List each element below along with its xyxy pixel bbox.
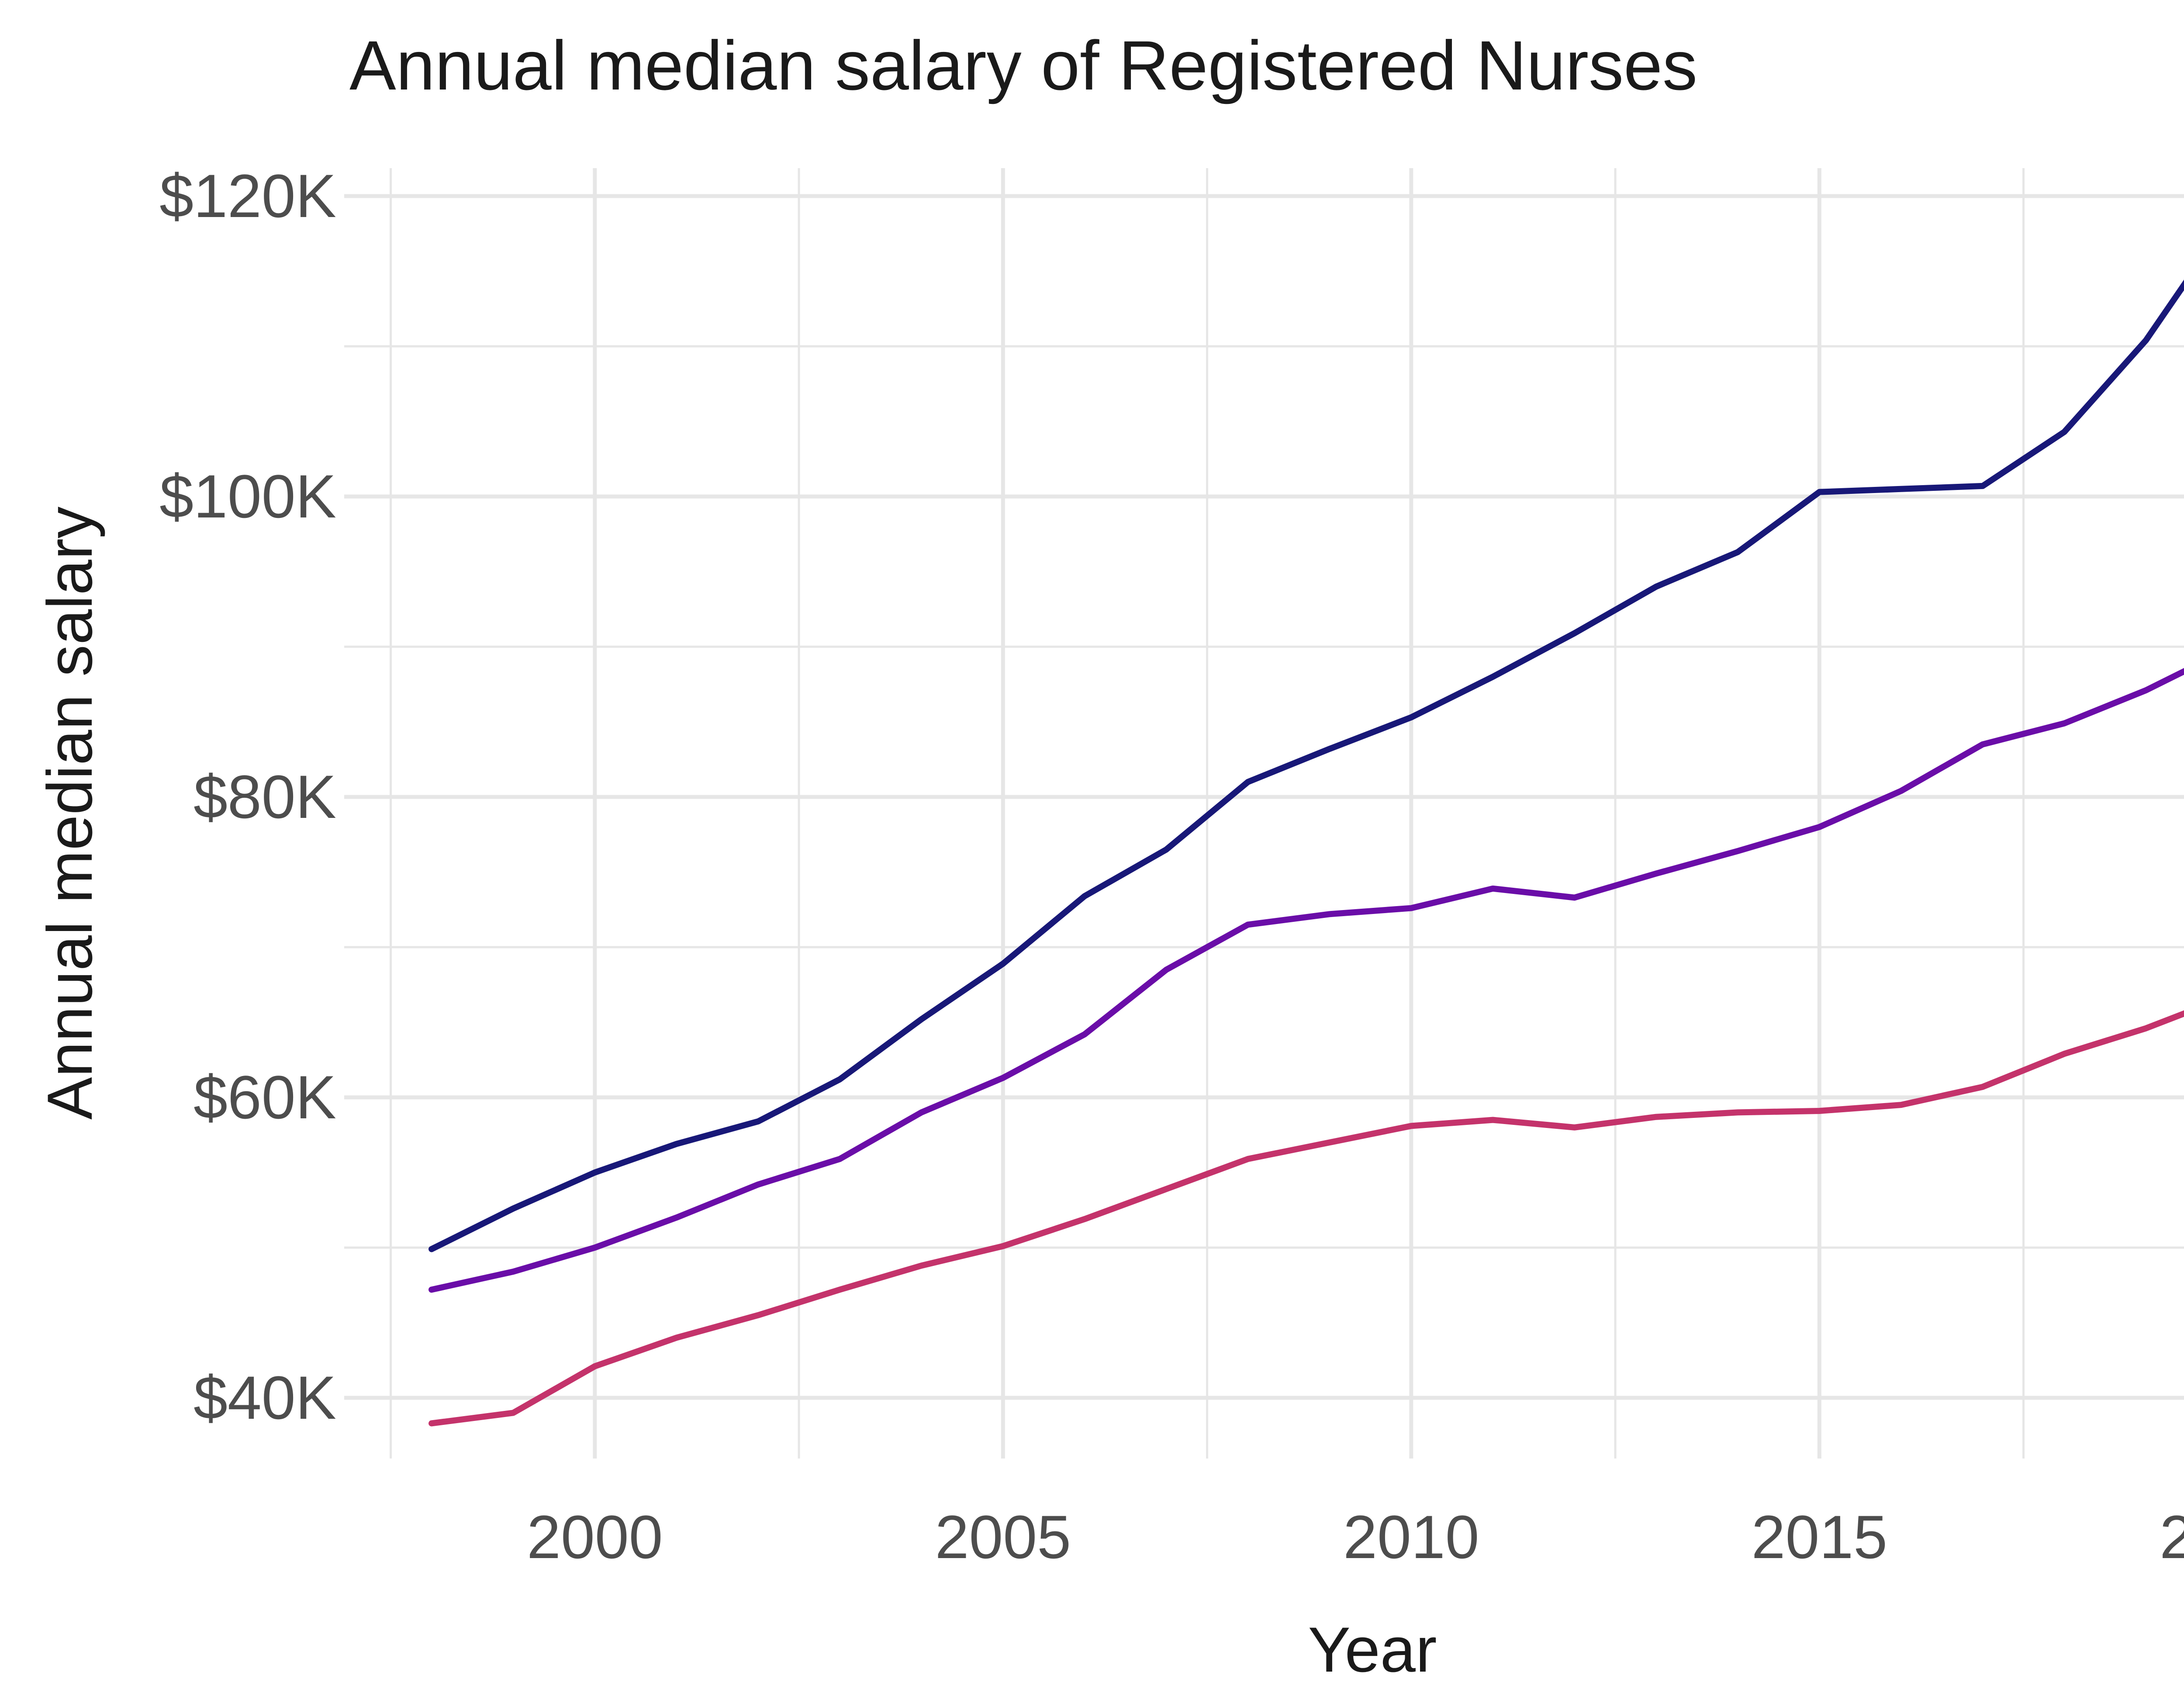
line-north-carolina: [429, 1010, 2184, 1427]
line-new-york: [429, 668, 2184, 1293]
y-tick-label: $120K: [159, 162, 336, 230]
y-tick-label: $100K: [159, 462, 336, 531]
chart-title: Annual median salary of Registered Nurse…: [349, 26, 1698, 104]
x-tick-label: 2020: [2160, 1503, 2184, 1571]
y-tick-label: $80K: [194, 762, 336, 831]
y-tick-label: $40K: [194, 1363, 336, 1432]
x-tick-label: 2010: [1343, 1503, 1479, 1571]
x-tick-label: 2000: [527, 1503, 663, 1571]
line-california: [429, 279, 2184, 1252]
x-tick-label: 2015: [1751, 1503, 1888, 1571]
y-axis-title: Annual median salary: [34, 506, 105, 1120]
x-axis-title: Year: [1308, 1614, 1437, 1685]
x-tick-label: 2005: [935, 1503, 1071, 1571]
y-tick-label: $60K: [194, 1063, 336, 1131]
